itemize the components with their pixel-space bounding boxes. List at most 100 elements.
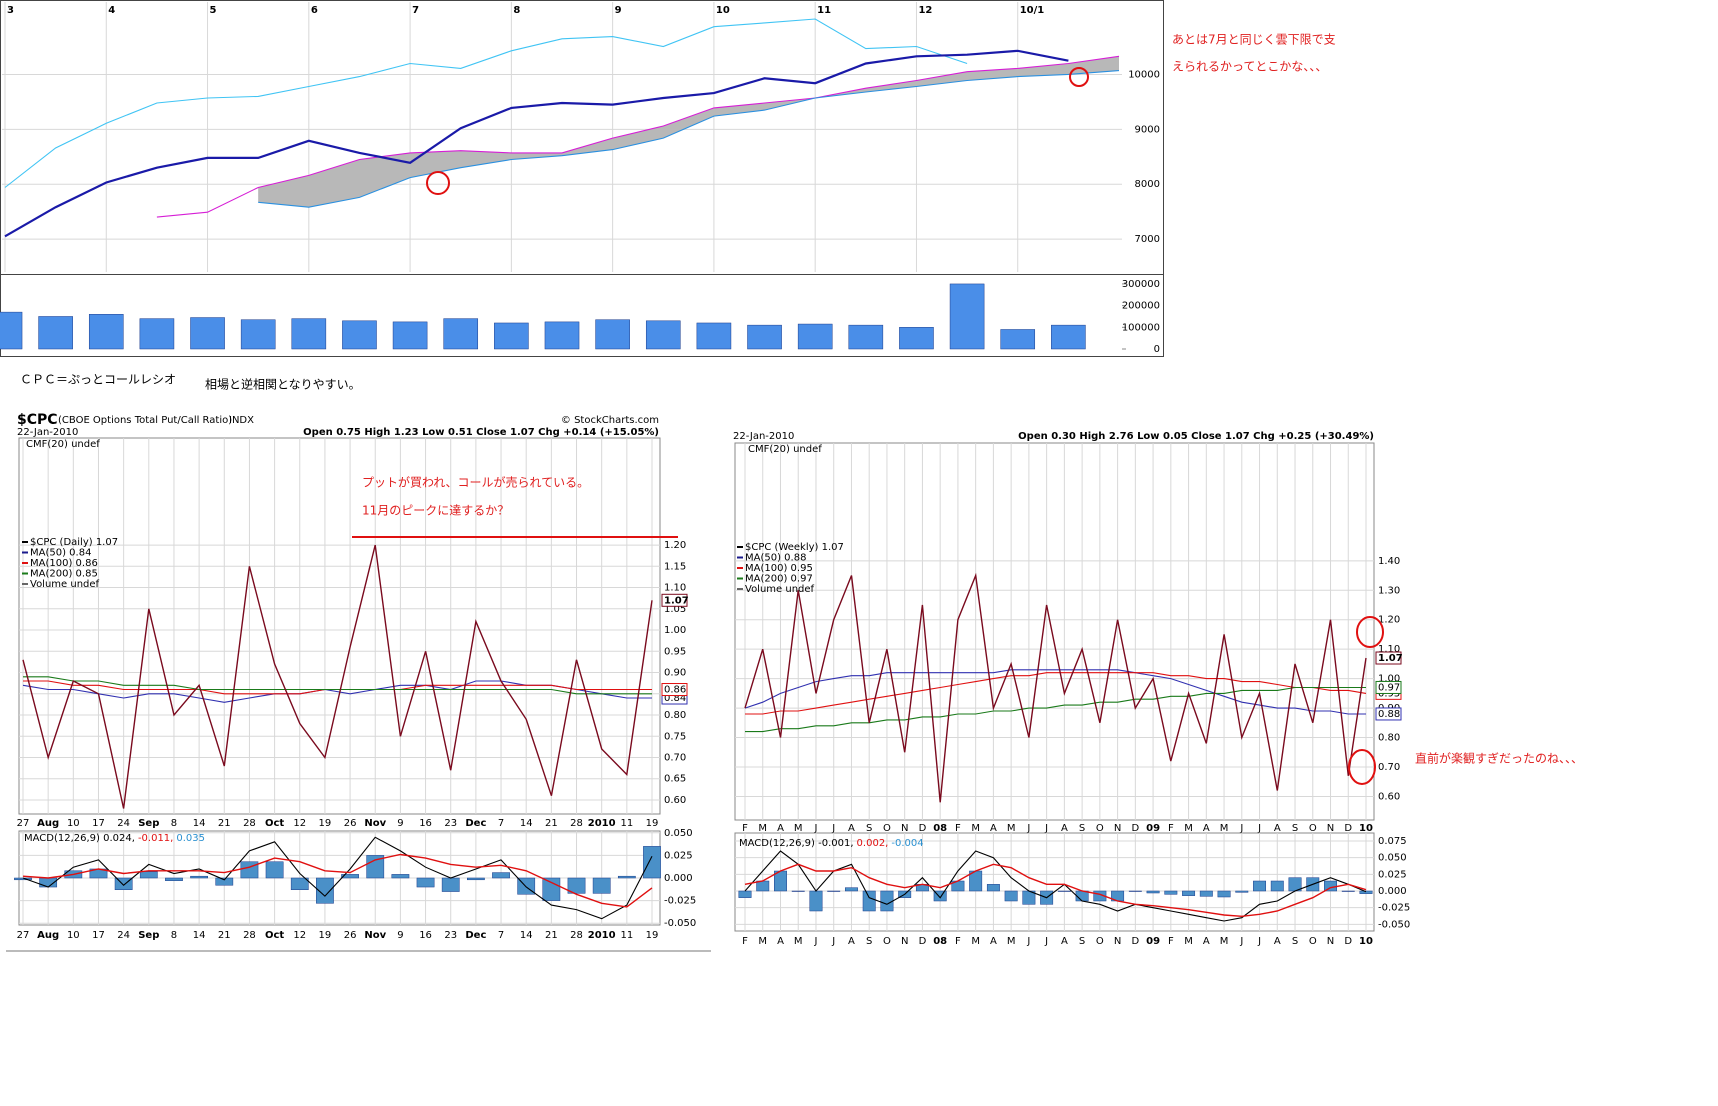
x-tick-label: 8: [171, 930, 177, 941]
x-tick-label: A: [1061, 936, 1068, 947]
end-label: 0.86: [664, 685, 686, 696]
x-tick-label: J: [1026, 823, 1030, 834]
bar: [1199, 890, 1213, 897]
y-tick-label: -0.050: [664, 918, 696, 929]
x-tick-label: Oct: [265, 818, 284, 829]
x-tick-label: A: [848, 823, 855, 834]
x-tick-label: D: [1131, 936, 1139, 947]
bar: [215, 877, 234, 886]
x-tick-label: S: [866, 823, 872, 834]
x-tick-label: 11: [620, 818, 633, 829]
x-tick-label: J: [831, 823, 835, 834]
bar: [139, 318, 175, 350]
bar: [617, 875, 636, 879]
x-tick-label: 14: [193, 930, 206, 941]
y-tick-label: 7000: [1135, 234, 1160, 245]
line: [22, 836, 653, 920]
indicator-label: MACD(12,26,9) 0.024, -0.011, 0.035: [24, 833, 205, 844]
x-tick-label: A: [1061, 823, 1068, 834]
y-tick-label: 0.80: [664, 710, 686, 721]
bar: [240, 319, 276, 350]
y-tick-label: 0.60: [1378, 791, 1400, 802]
bar: [1164, 890, 1178, 895]
x-tick-label: N: [1327, 936, 1334, 947]
x-tick-label: 14: [193, 818, 206, 829]
bar: [1057, 890, 1071, 892]
quote: Open 0.30 High 2.76 Low 0.05 Close 1.07 …: [1018, 431, 1374, 442]
x-tick-label: J: [1239, 823, 1243, 834]
bar: [240, 861, 259, 879]
line: [744, 863, 1367, 918]
bar: [738, 890, 752, 898]
bar: [0, 311, 23, 350]
y-tick-label: 1.00: [1378, 674, 1400, 685]
x-tick-label: N: [1327, 823, 1334, 834]
x-tick-label: 10: [67, 818, 80, 829]
bar: [643, 846, 661, 879]
x-tick-label: 28: [570, 818, 583, 829]
y-tick-label: 100000: [1122, 322, 1160, 333]
symbol: $CPC: [17, 412, 58, 428]
x-tick-label: 12: [918, 5, 932, 16]
date: 22-Jan-2010: [733, 431, 794, 442]
legend-entry: MA(50) 0.88: [745, 553, 806, 564]
bar: [1051, 324, 1086, 350]
date: 22-Jan-2010: [17, 427, 78, 438]
bar: [467, 877, 485, 881]
x-tick-label: 19: [646, 818, 659, 829]
bar: [190, 317, 225, 350]
x-tick-label: J: [813, 936, 817, 947]
x-tick-label: J: [1257, 823, 1261, 834]
x-tick-label: M: [758, 823, 767, 834]
x-tick-label: O: [1096, 823, 1104, 834]
x-tick-label: J: [1044, 823, 1048, 834]
end-label: 0.84: [664, 693, 686, 704]
x-tick-label: 24: [117, 930, 130, 941]
bar: [1128, 890, 1142, 892]
bar: [542, 877, 561, 901]
x-tick-label: D: [1344, 823, 1352, 834]
x-tick-label: 10: [1359, 823, 1373, 834]
x-tick-label: Dec: [465, 930, 486, 941]
x-tick-label: J: [1239, 936, 1243, 947]
bar: [986, 884, 1000, 892]
cloud: [258, 56, 1119, 208]
bar: [441, 877, 460, 892]
legend-entry: Volume undef: [745, 584, 815, 595]
bar: [949, 283, 985, 350]
x-tick-label: 11: [620, 930, 633, 941]
source: © StockCharts.com: [561, 415, 659, 426]
end-label: 1.07: [664, 595, 689, 606]
x-tick-label: A: [777, 823, 784, 834]
legend-entry: $CPC (Weekly) 1.07: [745, 542, 844, 553]
note: あとは7月と同じく雲下限で支: [1172, 33, 1336, 47]
bar: [1004, 890, 1018, 902]
panel-frame: [18, 437, 661, 815]
x-tick-label: 6: [311, 5, 318, 16]
y-tick-label: 0.050: [1378, 853, 1407, 864]
bar: [341, 874, 359, 879]
y-tick-label: 300000: [1122, 279, 1160, 290]
y-tick-label: 0.70: [664, 752, 686, 763]
x-tick-label: S: [1292, 936, 1298, 947]
line: [745, 686, 1366, 733]
x-tick-label: M: [1184, 936, 1193, 947]
x-tick-label: 7: [498, 818, 504, 829]
x-tick-label: F: [1168, 936, 1174, 947]
y-tick-label: 10000: [1128, 69, 1160, 80]
x-tick-label: J: [813, 823, 817, 834]
indicator-part: MACD(12,26,9) 0.024,: [24, 833, 135, 844]
x-tick-label: A: [848, 936, 855, 947]
x-tick-label: M: [971, 823, 980, 834]
note: 直前が楽観すぎだったのね、、、: [1415, 751, 1583, 766]
bar: [416, 877, 435, 888]
x-tick-label: Nov: [364, 818, 386, 829]
x-tick-label: O: [1309, 936, 1317, 947]
x-tick-label: M: [758, 936, 767, 947]
x-tick-label: 19: [646, 930, 659, 941]
line: [744, 850, 1367, 922]
bar: [844, 887, 858, 892]
bar: [165, 877, 183, 881]
bar: [797, 323, 833, 350]
